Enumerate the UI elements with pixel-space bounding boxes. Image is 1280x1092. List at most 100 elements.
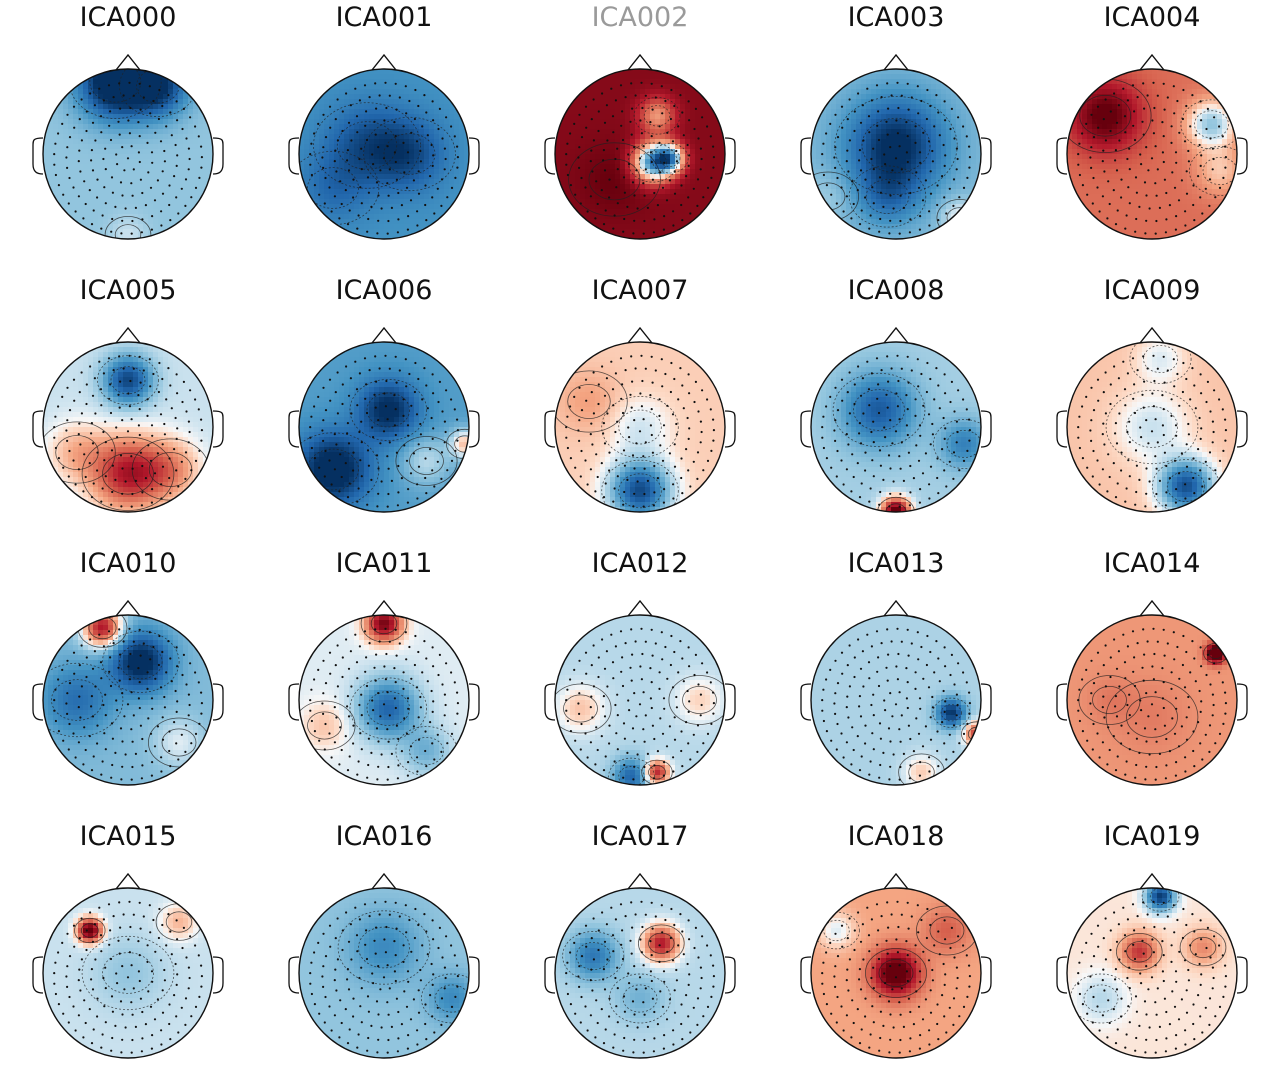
topomap-head <box>284 44 484 264</box>
nose-marker <box>116 328 140 343</box>
left-ear <box>289 411 299 447</box>
left-ear <box>801 684 811 720</box>
topomap-cell: ICA019 <box>1024 819 1280 1092</box>
right-ear <box>725 411 735 447</box>
nose-marker <box>1140 601 1164 616</box>
topomap-cell: ICA014 <box>1024 546 1280 819</box>
topomap-cell: ICA008 <box>768 273 1024 546</box>
component-title: ICA019 <box>1024 821 1280 852</box>
topomap-head <box>28 863 228 1083</box>
nose-marker <box>884 55 908 70</box>
nose-marker <box>628 328 652 343</box>
topomap-field <box>299 888 483 1059</box>
topomap-cell: ICA018 <box>768 819 1024 1092</box>
nose-marker <box>1140 328 1164 343</box>
left-ear <box>33 957 43 993</box>
left-ear <box>801 957 811 993</box>
left-ear <box>545 411 555 447</box>
topomap-head <box>540 590 740 810</box>
nose-marker <box>1140 874 1164 889</box>
right-ear <box>213 411 223 447</box>
topomap-head <box>1052 44 1252 264</box>
right-ear <box>469 684 479 720</box>
component-title: ICA003 <box>768 2 1024 33</box>
topomap-head <box>796 317 996 537</box>
topomap-head <box>540 317 740 537</box>
topomap-cell: ICA002 <box>512 0 768 273</box>
left-ear <box>1057 411 1067 447</box>
topomap-field <box>811 615 992 791</box>
topomap-head <box>28 317 228 537</box>
right-ear <box>1237 411 1247 447</box>
right-ear <box>469 138 479 174</box>
nose-marker <box>372 601 396 616</box>
left-ear <box>801 411 811 447</box>
topomap-head <box>1052 317 1252 537</box>
topomap-head <box>796 863 996 1083</box>
nose-marker <box>884 874 908 889</box>
left-ear <box>289 684 299 720</box>
topomap-cell: ICA000 <box>0 0 256 273</box>
topomap-cell: ICA006 <box>256 273 512 546</box>
component-title: ICA011 <box>256 548 512 579</box>
component-title: ICA005 <box>0 275 256 306</box>
component-title: ICA001 <box>256 2 512 33</box>
topomap-cell: ICA003 <box>768 0 1024 273</box>
right-ear <box>981 411 991 447</box>
topomap-head <box>540 44 740 264</box>
right-ear <box>469 411 479 447</box>
topomap-cell: ICA016 <box>256 819 512 1092</box>
left-ear <box>545 684 555 720</box>
right-ear <box>213 684 223 720</box>
topomap-cell: ICA010 <box>0 546 256 819</box>
topomap-head <box>28 44 228 264</box>
right-ear <box>213 957 223 993</box>
topomap-field <box>287 342 483 513</box>
topomap-cell: ICA001 <box>256 0 512 273</box>
topomap-field <box>811 342 995 527</box>
topomap-cell: ICA013 <box>768 546 1024 819</box>
left-ear <box>289 138 299 174</box>
topomap-field <box>294 605 470 786</box>
nose-marker <box>116 874 140 889</box>
right-ear <box>981 138 991 174</box>
topomap-head <box>1052 590 1252 810</box>
nose-marker <box>116 55 140 70</box>
left-ear <box>801 138 811 174</box>
component-title: ICA014 <box>1024 548 1280 579</box>
nose-marker <box>1140 55 1164 70</box>
topomap-cell: ICA005 <box>0 273 256 546</box>
topomap-head <box>796 44 996 264</box>
left-ear <box>1057 138 1067 174</box>
right-ear <box>213 138 223 174</box>
right-ear <box>981 684 991 720</box>
left-ear <box>545 138 555 174</box>
topomap-head <box>1052 863 1252 1083</box>
component-title: ICA008 <box>768 275 1024 306</box>
left-ear <box>33 138 43 174</box>
component-title: ICA018 <box>768 821 1024 852</box>
topomap-cell: ICA009 <box>1024 273 1280 546</box>
topomap-cell: ICA017 <box>512 819 768 1092</box>
nose-marker <box>372 328 396 343</box>
nose-marker <box>884 601 908 616</box>
left-ear <box>545 957 555 993</box>
topomap-head <box>284 863 484 1083</box>
left-ear <box>1057 684 1067 720</box>
left-ear <box>33 684 43 720</box>
component-title: ICA015 <box>0 821 256 852</box>
right-ear <box>981 957 991 993</box>
nose-marker <box>628 601 652 616</box>
right-ear <box>725 957 735 993</box>
topomap-cell: ICA012 <box>512 546 768 819</box>
component-title: ICA017 <box>512 821 768 852</box>
topomap-field <box>1067 882 1238 1059</box>
nose-marker <box>884 328 908 343</box>
left-ear <box>1057 957 1067 993</box>
topomap-head <box>796 590 996 810</box>
nose-marker <box>116 601 140 616</box>
topomap-cell: ICA015 <box>0 819 256 1092</box>
right-ear <box>469 957 479 993</box>
component-title: ICA004 <box>1024 2 1280 33</box>
